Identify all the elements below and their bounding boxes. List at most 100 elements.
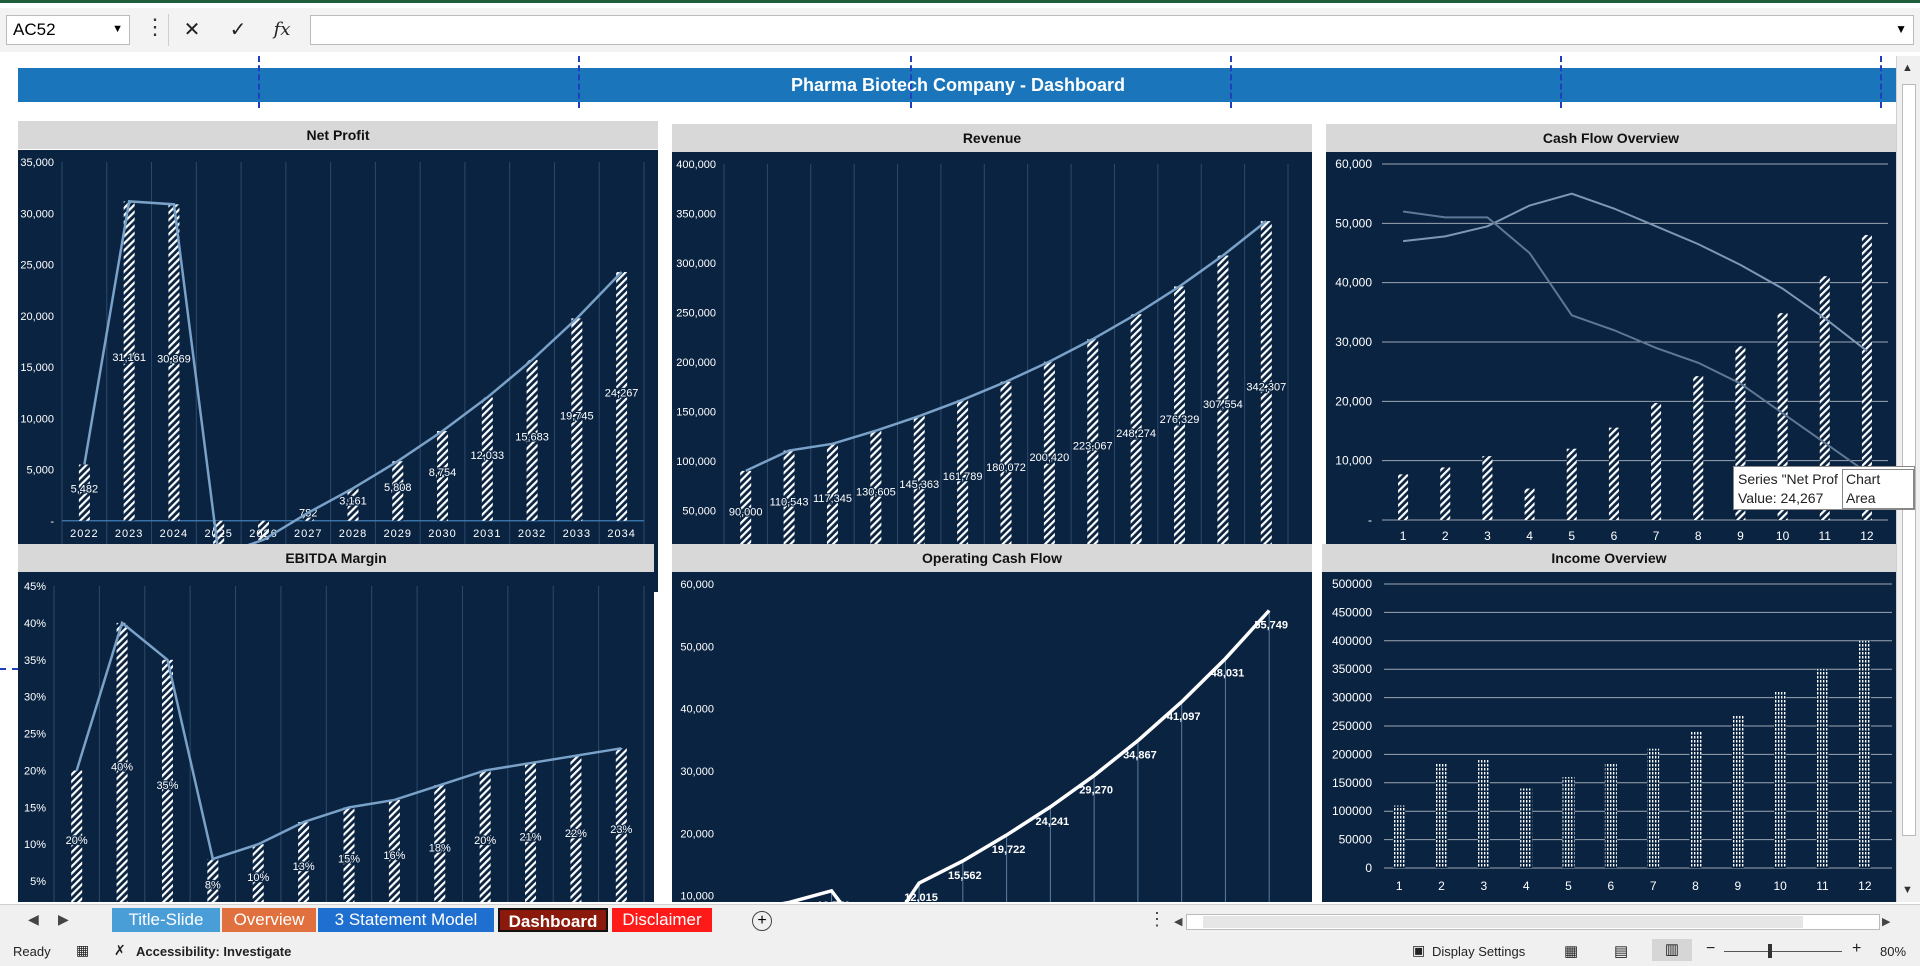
data-label: 21% (520, 832, 542, 844)
x-tick-label: 2024 (160, 528, 188, 540)
y-tick-label: 350000 (1332, 662, 1372, 676)
data-label: 23% (610, 824, 632, 836)
bar (826, 443, 838, 560)
bar (71, 770, 83, 902)
bar (1566, 448, 1577, 520)
horizontal-scroll-thumb[interactable] (1203, 916, 1803, 928)
data-label: 10% (247, 872, 269, 884)
operating-cash-flow-chart[interactable]: 60,00050,00040,00030,00020,00010,0007,69… (672, 572, 1312, 902)
horizontal-scrollbar[interactable] (1186, 914, 1880, 930)
bar (1043, 361, 1055, 560)
cash-flow-chart[interactable]: 60,000 50,000 40,000 30,000 20,000 10,000-1 2 3… (1326, 152, 1896, 588)
insert-function-icon[interactable]: fx (273, 19, 291, 40)
tab-title-slide[interactable]: Title-Slide (112, 908, 220, 932)
formula-input[interactable]: ▼ (310, 15, 1914, 45)
bar (168, 204, 180, 521)
revenue-chart[interactable]: 400,000 350,000 300,000 250,000 200,000 150,0… (672, 152, 1312, 594)
y-tick-label: 100000 (1332, 804, 1372, 818)
bar (616, 272, 628, 521)
tooltip-chart-area: Chart Area (1842, 469, 1914, 509)
data-label: 223,067 (1073, 441, 1113, 453)
display-settings-icon[interactable]: ▣ (1412, 942, 1426, 958)
data-label: 5,808 (384, 482, 412, 494)
y-tick-label: 200,000 (676, 357, 716, 369)
x-tick-label: 7 (1650, 879, 1657, 893)
bar (434, 785, 446, 902)
tab-dashboard[interactable]: Dashboard (498, 908, 608, 932)
data-label: 30,869 (157, 354, 191, 366)
page-break-preview-icon[interactable]: ▥ (1652, 939, 1692, 961)
more-tabs-icon[interactable]: ⋮ (1148, 909, 1166, 929)
x-tick-label: 11 (1816, 879, 1829, 893)
vertical-scroll-thumb[interactable] (1902, 84, 1916, 836)
bar (1260, 221, 1272, 560)
income-overview-chart[interactable]: 500000 450000 400000 350000 300000 250000 2000… (1322, 572, 1896, 902)
bar (1731, 714, 1744, 868)
accessibility-icon[interactable]: ✗ (114, 942, 126, 958)
chevron-down-icon[interactable]: ▼ (112, 23, 123, 35)
c4-svg: 60,00050,00040,00030,00020,00010,0007,69… (680, 579, 1288, 902)
x-tick-label: 5 (1568, 529, 1575, 543)
worksheet-grid[interactable]: Pharma Biotech Company - Dashboard Net P… (0, 56, 1920, 902)
data-label: 3,161 (339, 496, 367, 508)
expand-formula-icon[interactable]: ▼ (1895, 22, 1907, 36)
bar (1777, 313, 1788, 520)
net-profit-chart[interactable]: 35,000 30,000 25,000 20,000 15,000 10,000 5,00… (18, 150, 658, 592)
bar (257, 520, 269, 540)
data-label: 24,241 (1036, 816, 1070, 828)
accessibility-status[interactable]: Accessibility: Investigate (136, 944, 292, 959)
bar (1440, 467, 1451, 520)
c5-svg: 5000004500004000003500003000002500002000… (1332, 577, 1892, 893)
macro-record-icon[interactable]: ▦ (76, 942, 90, 958)
page-layout-icon[interactable]: ▤ (1614, 943, 1629, 960)
y-tick-label: 15% (24, 802, 46, 814)
scroll-down-icon[interactable]: ▼ (1902, 884, 1913, 896)
y-tick-label: 10,000 (1335, 454, 1372, 468)
trend-line (75, 620, 622, 861)
tab-disclaimer[interactable]: Disclaimer (612, 908, 712, 932)
x-tick-label: 1 (1396, 879, 1403, 893)
tab-3-statement-model[interactable]: 3 Statement Model (318, 908, 494, 932)
bar (1819, 276, 1830, 520)
x-tick-label: 2 (1438, 879, 1445, 893)
bar (1130, 314, 1142, 560)
bar (1735, 346, 1746, 520)
name-box[interactable]: AC52 ▼ (6, 15, 130, 45)
bar (870, 430, 882, 560)
zoom-slider[interactable] (1724, 951, 1842, 952)
cancel-icon[interactable]: ✕ (183, 19, 201, 41)
normal-view-icon[interactable]: ▦ (1564, 943, 1579, 960)
data-label: 20% (66, 835, 88, 847)
tab-overview[interactable]: Overview (222, 908, 316, 932)
y-tick-label: 500000 (1332, 577, 1372, 591)
tab-scroll-left-icon[interactable]: ◀ (28, 911, 39, 927)
bar (570, 755, 582, 902)
y-tick-label: 400,000 (676, 159, 716, 171)
hscroll-right-icon[interactable]: ▶ (1882, 916, 1891, 928)
x-tick-label: 8 (1692, 879, 1699, 893)
zoom-slider-thumb[interactable] (1768, 944, 1772, 958)
series-line (781, 609, 1271, 902)
add-sheet-icon[interactable]: + (752, 911, 772, 931)
zoom-out-icon[interactable]: − (1706, 940, 1716, 957)
hscroll-left-icon[interactable]: ◀ (1174, 916, 1183, 928)
more-options-icon[interactable]: ⋮ (144, 14, 166, 39)
ebitda-margin-chart[interactable]: 45% 40% 35% 30% 25% 20% 15% 10% 5% 20% 40% 35% 8% 10%… (18, 572, 654, 902)
bar (1693, 376, 1704, 520)
bar (1087, 339, 1099, 560)
net-profit-title: Net Profit (18, 121, 658, 149)
display-settings-button[interactable]: Display Settings (1432, 944, 1526, 959)
x-tick-label: 7 (1653, 529, 1660, 543)
zoom-level[interactable]: 80% (1880, 944, 1907, 959)
data-label: 41,097 (1167, 711, 1201, 723)
zoom-in-icon[interactable]: + (1852, 940, 1862, 957)
y-tick-label: 20,000 (680, 828, 714, 840)
bar (213, 520, 225, 556)
x-tick-label: 2033 (563, 528, 591, 540)
y-tick-label: 50,000 (680, 641, 714, 653)
tab-scroll-right-icon[interactable]: ▶ (58, 911, 69, 927)
scroll-up-icon[interactable]: ▲ (1902, 62, 1913, 74)
enter-icon[interactable]: ✓ (229, 19, 247, 41)
y-tick-label: 45% (24, 581, 46, 593)
